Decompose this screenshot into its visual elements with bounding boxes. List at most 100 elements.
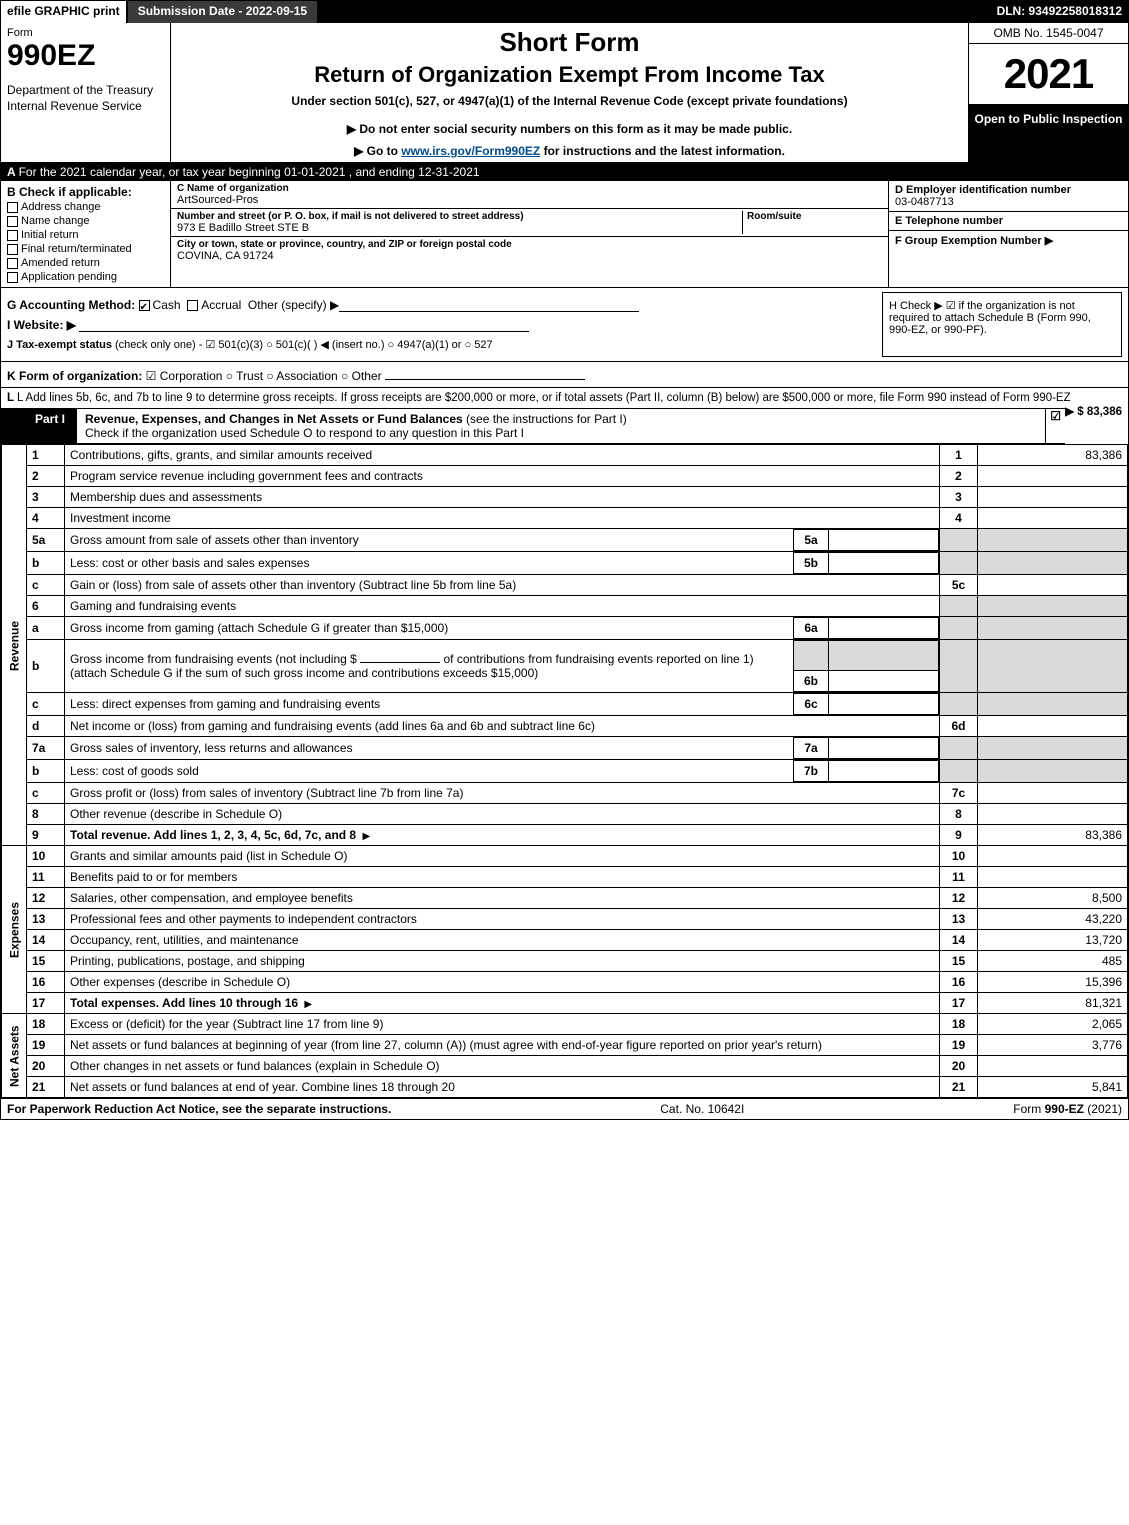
chk-final-return[interactable]: Final return/terminated (7, 243, 164, 255)
row-8-desc: Other revenue (describe in Schedule O) (65, 804, 940, 825)
row-3-desc: Membership dues and assessments (65, 487, 940, 508)
website-input[interactable] (79, 318, 529, 332)
group-exemption-label: F Group Exemption Number ▶ (895, 234, 1122, 247)
top-bar: efile GRAPHIC print Submission Date - 20… (1, 1, 1128, 23)
row-16: 16 Other expenses (describe in Schedule … (2, 972, 1128, 993)
row-7b-desc: Less: cost of goods sold (65, 761, 794, 782)
row-4-desc: Investment income (65, 508, 940, 529)
header-left: Form 990EZ Department of the Treasury In… (1, 23, 171, 162)
section-k: K Form of organization: ☑ Corporation ○ … (1, 361, 1128, 387)
row-6c: c Less: direct expenses from gaming and … (2, 693, 1128, 716)
chk-initial-return[interactable]: Initial return (7, 229, 164, 241)
part-i-check[interactable]: ☑ (1045, 409, 1065, 443)
row-7a: 7a Gross sales of inventory, less return… (2, 737, 1128, 760)
row-2-desc: Program service revenue including govern… (65, 466, 940, 487)
topbar-spacer (319, 1, 990, 23)
row-3: 3 Membership dues and assessments 3 (2, 487, 1128, 508)
row-6-desc: Gaming and fundraising events (65, 596, 940, 617)
row-6a-val (829, 618, 939, 639)
goto-prefix: ▶ Go to (354, 144, 401, 158)
footer-left: For Paperwork Reduction Act Notice, see … (7, 1102, 391, 1116)
row-7a-val (829, 738, 939, 759)
row-21: 21 Net assets or fund balances at end of… (2, 1077, 1128, 1098)
section-ghij: G Accounting Method: Cash Accrual Other … (1, 288, 1128, 361)
row-4: 4 Investment income 4 (2, 508, 1128, 529)
row-3-amt (978, 487, 1128, 508)
accounting-method-row: G Accounting Method: Cash Accrual Other … (7, 298, 862, 312)
form-number: 990EZ (7, 39, 164, 73)
row-6c-val (829, 694, 939, 715)
row-12-desc: Salaries, other compensation, and employ… (65, 888, 940, 909)
footer-right: Form 990-EZ (2021) (1013, 1102, 1122, 1116)
street-row: Number and street (or P. O. box, if mail… (171, 209, 888, 237)
expenses-vertical-label: Expenses (2, 846, 27, 1014)
row-6b-desc: Gross income from fundraising events (no… (65, 641, 794, 692)
group-exemption-row: F Group Exemption Number ▶ (889, 231, 1128, 250)
no-ssn-warning: ▶ Do not enter social security numbers o… (179, 122, 960, 136)
city-row: City or town, state or province, country… (171, 237, 888, 264)
website-row: I Website: ▶ (7, 318, 862, 332)
chk-cash[interactable] (139, 300, 150, 311)
phone-label: E Telephone number (895, 215, 1122, 227)
row-6: 6 Gaming and fundraising events (2, 596, 1128, 617)
row-19: 19 Net assets or fund balances at beginn… (2, 1035, 1128, 1056)
row-5a: 5a Gross amount from sale of assets othe… (2, 529, 1128, 552)
form-label: Form (7, 27, 164, 39)
k-other-input[interactable] (385, 366, 585, 380)
ein-value: 03-0487713 (895, 196, 1122, 208)
row-6b-val (829, 671, 939, 692)
i-label: I Website: ▶ (7, 318, 76, 332)
row-6d-desc: Net income or (loss) from gaming and fun… (65, 716, 940, 737)
form-header: Form 990EZ Department of the Treasury In… (1, 23, 1128, 163)
tax-year: 2021 (969, 44, 1128, 105)
row-7b-val (829, 761, 939, 782)
row-18-amt: 2,065 (978, 1014, 1128, 1035)
row-9-desc: Total revenue. Add lines 1, 2, 3, 4, 5c,… (65, 825, 940, 846)
efile-print-button[interactable]: efile GRAPHIC print (1, 1, 128, 23)
row-8: 8 Other revenue (describe in Schedule O)… (2, 804, 1128, 825)
street-label: Number and street (or P. O. box, if mail… (177, 211, 742, 222)
row-1-desc: Contributions, gifts, grants, and simila… (65, 445, 940, 466)
row-11-amt (978, 867, 1128, 888)
row-6a: a Gross income from gaming (attach Sched… (2, 617, 1128, 640)
l-amount: ▶ $ 83,386 (1065, 404, 1122, 418)
city-label: City or town, state or province, country… (177, 239, 882, 250)
chk-name-change[interactable]: Name change (7, 215, 164, 227)
chk-amended-return[interactable]: Amended return (7, 257, 164, 269)
short-form-title: Short Form (179, 27, 960, 58)
row-7c-amt (978, 783, 1128, 804)
ghij-left: G Accounting Method: Cash Accrual Other … (7, 292, 862, 357)
department-label: Department of the Treasury Internal Reve… (7, 83, 164, 114)
chk-accrual[interactable] (187, 300, 198, 311)
row-7c-desc: Gross profit or (loss) from sales of inv… (65, 783, 940, 804)
row-9: 9 Total revenue. Add lines 1, 2, 3, 4, 5… (2, 825, 1128, 846)
chk-address-change[interactable]: Address change (7, 201, 164, 213)
row-5b-val (829, 553, 939, 574)
row-6b: b Gross income from fundraising events (… (2, 640, 1128, 693)
row-8-amt (978, 804, 1128, 825)
row-16-amt: 15,396 (978, 972, 1128, 993)
row-5c-desc: Gain or (loss) from sale of assets other… (65, 575, 940, 596)
row-17-amt: 81,321 (978, 993, 1128, 1014)
row-7b: b Less: cost of goods sold 7b (2, 760, 1128, 783)
section-def: D Employer identification number 03-0487… (888, 181, 1128, 287)
goto-suffix: for instructions and the latest informat… (540, 144, 785, 158)
row-19-amt: 3,776 (978, 1035, 1128, 1056)
row-10-amt (978, 846, 1128, 867)
row-2-amt (978, 466, 1128, 487)
tax-exempt-row: J Tax-exempt status (check only one) - ☑… (7, 338, 862, 351)
row-16-desc: Other expenses (describe in Schedule O) (65, 972, 940, 993)
row-10-desc: Grants and similar amounts paid (list in… (65, 846, 940, 867)
chk-application-pending[interactable]: Application pending (7, 271, 164, 283)
row-5c: c Gain or (loss) from sale of assets oth… (2, 575, 1128, 596)
row-20: 20 Other changes in net assets or fund b… (2, 1056, 1128, 1077)
section-a-row: A For the 2021 calendar year, or tax yea… (1, 163, 1128, 181)
row-7a-desc: Gross sales of inventory, less returns a… (65, 738, 794, 759)
row-19-desc: Net assets or fund balances at beginning… (65, 1035, 940, 1056)
ein-row: D Employer identification number 03-0487… (889, 181, 1128, 212)
section-b-title: B Check if applicable: (7, 185, 164, 199)
other-specify-input[interactable] (339, 298, 639, 312)
row-2: 2 Program service revenue including gove… (2, 466, 1128, 487)
row-9-amt: 83,386 (978, 825, 1128, 846)
irs-link[interactable]: www.irs.gov/Form990EZ (401, 144, 540, 158)
